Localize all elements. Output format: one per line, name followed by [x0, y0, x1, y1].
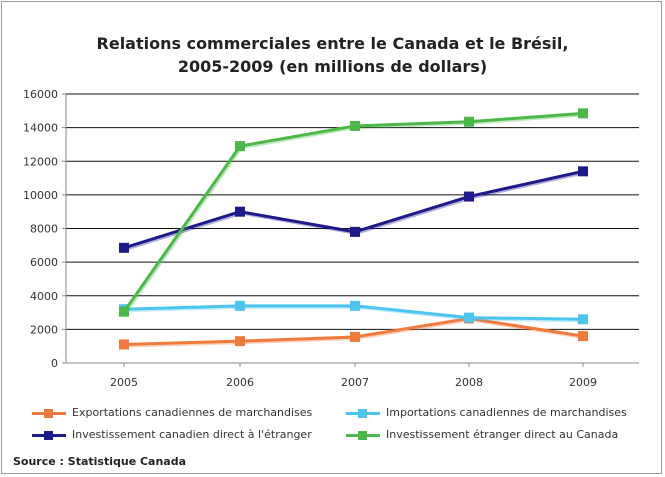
- series-2-point: [235, 300, 245, 311]
- legend-swatch: [32, 406, 66, 420]
- legend-label: Exportations canadiennes de marchandises: [72, 406, 313, 419]
- series-3-point: [350, 226, 360, 237]
- series-2-point: [578, 314, 588, 325]
- y-tick-label: 8000: [30, 223, 58, 236]
- legend-label: Investissement canadien direct à l'étran…: [72, 428, 312, 441]
- x-tick-label: 2008: [455, 376, 483, 389]
- x-tick-label: 2007: [341, 376, 369, 389]
- series-2-point: [350, 300, 360, 311]
- y-tick-label: 10000: [23, 189, 58, 202]
- series-1-point: [350, 331, 360, 342]
- x-tick-label: 2009: [569, 376, 597, 389]
- x-tick-label: 2005: [110, 376, 138, 389]
- series-4-point: [464, 116, 474, 127]
- chart-title: Relations commerciales entre le Canada e…: [0, 32, 665, 78]
- series-4-point: [119, 306, 129, 317]
- chart-title-line-2: 2005-2009 (en millions de dollars): [177, 57, 488, 76]
- y-tick-label: 4000: [30, 290, 58, 303]
- series-3-point: [464, 191, 474, 202]
- series-shadow: [124, 113, 585, 315]
- series-3-point: [235, 206, 245, 217]
- x-tick-label: 2006: [226, 376, 254, 389]
- legend-label: Investissement étranger direct au Canada: [386, 428, 619, 441]
- legend-swatch: [32, 428, 66, 442]
- series-4-point: [578, 108, 588, 119]
- series-1-point: [235, 336, 245, 347]
- source-note: Source : Statistique Canada: [13, 455, 187, 468]
- series-3-point: [578, 166, 588, 177]
- legend-swatch: [346, 428, 380, 442]
- legend-swatch: [346, 406, 380, 420]
- y-tick-label: 2000: [30, 323, 58, 336]
- series-3-point: [119, 242, 129, 253]
- legend-label: Importations canadiennes de marchandises: [386, 406, 627, 419]
- chart-title-line-1: Relations commerciales entre le Canada e…: [96, 34, 569, 53]
- series-2-point: [464, 312, 474, 323]
- series-1-point: [119, 339, 129, 350]
- y-tick-label: 6000: [30, 256, 58, 269]
- series-4-point: [235, 141, 245, 152]
- y-tick-label: 0: [51, 357, 58, 370]
- series-1-point: [578, 331, 588, 342]
- y-tick-label: 12000: [23, 155, 58, 168]
- y-tick-label: 16000: [23, 88, 58, 101]
- y-tick-label: 14000: [23, 122, 58, 135]
- series-4-point: [350, 120, 360, 131]
- series-line-4: [122, 111, 584, 313]
